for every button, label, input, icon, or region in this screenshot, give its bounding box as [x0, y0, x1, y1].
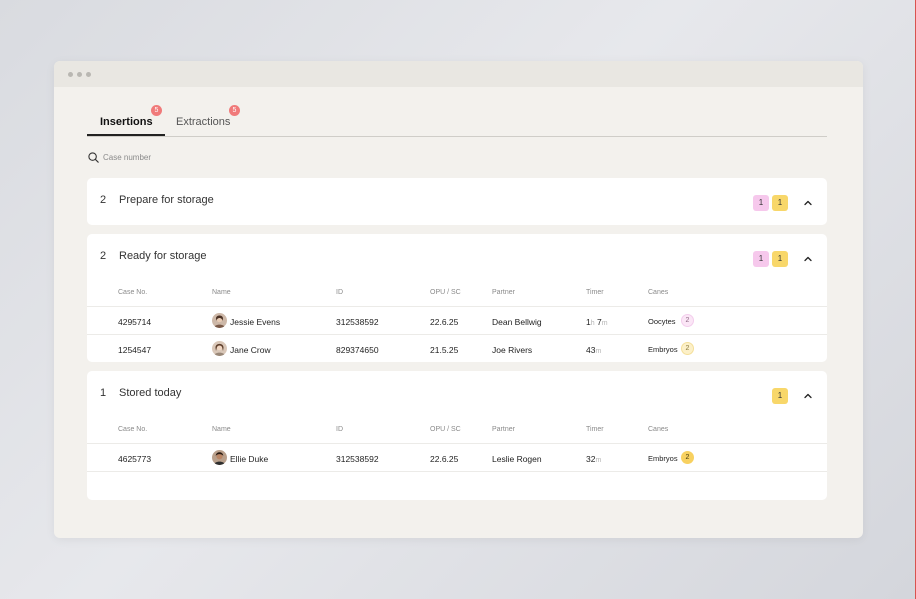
status-badge-yellow: 1: [772, 388, 788, 404]
canes-count-badge: 2: [681, 314, 694, 327]
timer-minutes: 43: [586, 345, 596, 355]
timer-minutes-unit: m: [595, 348, 602, 355]
table-header: Case No. Name ID OPU / SC Partner Timer …: [87, 279, 827, 307]
timer: 1h 7m: [586, 317, 608, 327]
timer-hours-unit: h: [590, 320, 595, 327]
table-row[interactable]: 4295714 Jessie Evens 312538592 22.6.25 D…: [87, 307, 827, 335]
timer-minutes: 7: [597, 317, 602, 327]
patient-id: 312538592: [336, 454, 379, 464]
section-ready-for-storage: 2 Ready for storage 1 1 Case No. Name ID…: [87, 234, 827, 362]
window-dot-icon[interactable]: [86, 72, 91, 77]
chevron-up-icon[interactable]: [803, 198, 813, 208]
timer-minutes-unit: m: [595, 457, 602, 464]
window-dot-icon[interactable]: [77, 72, 82, 77]
column-header: Canes: [648, 426, 669, 433]
avatar: [212, 341, 227, 356]
search-bar: [88, 150, 243, 164]
tab-bar: Insertions 5 Extractions 5: [87, 105, 827, 137]
section-header[interactable]: 2 Prepare for storage 1 1: [87, 178, 827, 222]
section-title: Prepare for storage: [119, 194, 214, 206]
canes-label: Embryos: [648, 454, 678, 463]
patient-name: Jane Crow: [230, 345, 271, 355]
tab-label: Extractions: [176, 116, 231, 128]
column-header: ID: [336, 426, 343, 433]
opu-date: 22.6.25: [430, 454, 459, 464]
column-header: Name: [212, 426, 231, 433]
partner-name: Leslie Rogen: [492, 454, 542, 464]
column-header: Partner: [492, 426, 515, 433]
partner-name: Joe Rivers: [492, 345, 533, 355]
column-header: OPU / SC: [430, 289, 461, 296]
tab-extractions[interactable]: Extractions 5: [176, 105, 246, 136]
status-badge-yellow: 1: [772, 195, 788, 211]
timer: 43m: [586, 345, 601, 355]
column-header: Timer: [586, 289, 604, 296]
patient-name: Jessie Evens: [230, 317, 281, 327]
patient-id: 829374650: [336, 345, 379, 355]
case-number: 4295714: [118, 317, 152, 327]
section-title: Ready for storage: [119, 250, 207, 262]
search-input[interactable]: [103, 152, 243, 162]
column-header: Canes: [648, 289, 669, 296]
person-icon: [212, 313, 227, 328]
avatar: [212, 313, 227, 328]
section-count: 2: [100, 250, 107, 262]
section-count: 2: [100, 194, 107, 206]
column-header: ID: [336, 289, 343, 296]
timer-hours: 1: [586, 317, 591, 327]
section-stored-today: 1 Stored today 1 Case No. Name ID OPU / …: [87, 371, 827, 500]
tab-insertions[interactable]: Insertions 5: [87, 105, 165, 136]
column-header: Case No.: [118, 289, 148, 296]
section-count: 1: [100, 387, 107, 399]
section-header[interactable]: 2 Ready for storage 1 1: [87, 234, 827, 278]
opu-date: 21.5.25: [430, 345, 459, 355]
column-header: Partner: [492, 289, 515, 296]
title-bar: [54, 61, 863, 87]
case-number: 1254547: [118, 345, 152, 355]
canes-count-badge: 2: [681, 342, 694, 355]
section-title: Stored today: [119, 387, 182, 399]
timer: 32m: [586, 454, 601, 464]
chevron-up-icon[interactable]: [803, 254, 813, 264]
section-header[interactable]: 1 Stored today 1: [87, 371, 827, 415]
canes-count-badge: 2: [681, 451, 694, 464]
tab-count-badge: 5: [229, 105, 240, 116]
column-header: OPU / SC: [430, 426, 461, 433]
column-header: Case No.: [118, 426, 148, 433]
person-icon: [212, 450, 227, 465]
tab-count-badge: 5: [151, 105, 162, 116]
table-row[interactable]: 1254547 Jane Crow 829374650 21.5.25 Joe …: [87, 335, 827, 363]
column-header: Timer: [586, 426, 604, 433]
opu-date: 22.6.25: [430, 317, 459, 327]
table-header: Case No. Name ID OPU / SC Partner Timer …: [87, 416, 827, 444]
app-window: Insertions 5 Extractions 5 2 Prepare for…: [54, 61, 863, 538]
partner-name: Dean Bellwig: [492, 317, 542, 327]
column-header: Name: [212, 289, 231, 296]
status-badge-pink: 1: [753, 195, 769, 211]
timer-minutes-unit: m: [601, 320, 608, 327]
tab-label: Insertions: [100, 116, 153, 128]
canes-label: Oocytes: [648, 317, 676, 326]
patient-name: Ellie Duke: [230, 454, 269, 464]
patient-id: 312538592: [336, 317, 379, 327]
section-prepare-for-storage: 2 Prepare for storage 1 1: [87, 178, 827, 225]
status-badge-yellow: 1: [772, 251, 788, 267]
person-icon: [212, 341, 227, 356]
canes-label: Embryos: [648, 345, 678, 354]
table-row[interactable]: 4625773 Ellie Duke 312538592 22.6.25 Les…: [87, 444, 827, 472]
window-dot-icon[interactable]: [68, 72, 73, 77]
case-number: 4625773: [118, 454, 152, 464]
search-icon: [88, 151, 99, 163]
status-badge-pink: 1: [753, 251, 769, 267]
chevron-up-icon[interactable]: [803, 391, 813, 401]
avatar: [212, 450, 227, 465]
timer-minutes: 32: [586, 454, 596, 464]
